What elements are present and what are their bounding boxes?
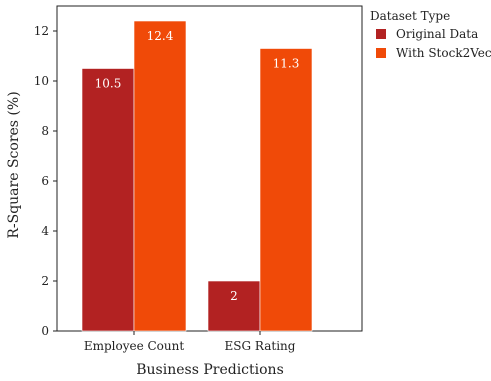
legend: Dataset Type Original Data With Stock2Vec — [370, 9, 491, 60]
y-tick-label: 8 — [41, 124, 49, 138]
legend-swatch — [376, 48, 386, 58]
y-tick-label: 12 — [34, 24, 49, 38]
x-tick-label: Employee Count — [84, 339, 185, 353]
bar-with-stock2vec-esg-rating — [259, 48, 313, 332]
bar-value-label: 10.5 — [95, 77, 122, 91]
legend-swatch — [376, 29, 386, 39]
bar-original-data-employee-count — [81, 68, 135, 332]
legend-entry: With Stock2Vec — [396, 46, 491, 60]
y-tick-label: 6 — [41, 174, 49, 188]
x-tick-label: ESG Rating — [225, 339, 296, 353]
bar-value-label: 11.3 — [273, 57, 300, 71]
bar-with-stock2vec-employee-count — [133, 20, 187, 332]
bar-value-label: 12.4 — [147, 29, 174, 43]
plot-area: 0 2 4 6 8 10 12 10.5 12.4 Employee Count 2 11.3 ESG … — [34, 5, 363, 353]
y-tick-label: 4 — [41, 224, 49, 238]
x-axis-title: Business Predictions — [136, 362, 284, 378]
legend-entry: Original Data — [396, 27, 478, 41]
y-tick-label: 10 — [34, 74, 49, 88]
y-tick-label: 0 — [41, 324, 49, 338]
legend-title: Dataset Type — [370, 9, 450, 23]
bar-original-data-esg-rating — [207, 280, 261, 332]
bar-value-label: 2 — [230, 289, 238, 303]
y-tick-label: 2 — [41, 274, 49, 288]
y-axis-title: R-Square Scores (%) — [6, 91, 22, 238]
